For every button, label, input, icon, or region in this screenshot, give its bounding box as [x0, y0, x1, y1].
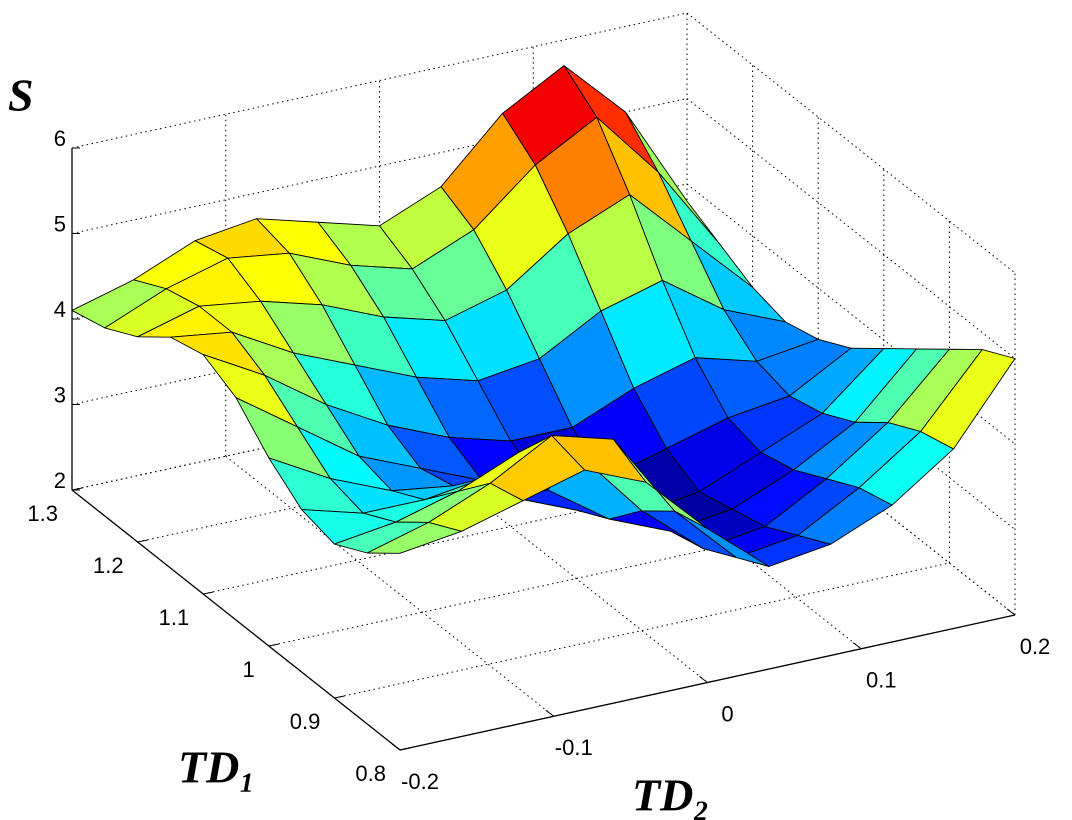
y-tick-label: 1.1: [159, 605, 190, 630]
y-tick-label: 1: [243, 657, 255, 682]
y-tick-label: 0.9: [290, 709, 321, 734]
y-tick: [334, 695, 345, 699]
y-tick-label: 0.8: [355, 761, 386, 786]
y-tick-label: 1.3: [27, 501, 58, 526]
x-axis-label: TD₂: [632, 770, 709, 820]
x-tick: [391, 743, 401, 751]
x-tick: [545, 709, 555, 717]
y-tick: [399, 747, 411, 751]
z-tick-label: 6: [54, 126, 66, 151]
y-tick: [203, 591, 214, 595]
y-axis-label: TD₁: [178, 742, 255, 793]
y-tick: [268, 643, 279, 647]
surface-patch: [920, 349, 1016, 450]
x-tick-label: -0.1: [555, 735, 593, 760]
y-tick: [137, 539, 148, 543]
x-tick: [699, 676, 708, 683]
y-axis: [71, 489, 401, 751]
surface-patch: [366, 521, 462, 554]
x-tick-label: -0.2: [401, 769, 439, 794]
y-tick-label: 1.2: [93, 553, 124, 578]
z-tick-label: 2: [54, 468, 66, 493]
z-tick-label: 4: [54, 297, 66, 322]
y-tick: [71, 487, 83, 491]
x-tick-label: 0.1: [866, 668, 897, 693]
z-axis-label: S: [8, 70, 34, 121]
z-tick-label: 3: [54, 382, 66, 407]
x-tick: [852, 642, 862, 650]
x-tick: [1006, 608, 1016, 616]
z-tick-label: 5: [54, 211, 66, 236]
x-tick-label: 0: [721, 701, 733, 726]
x-tick-label: 0.2: [1020, 634, 1051, 659]
